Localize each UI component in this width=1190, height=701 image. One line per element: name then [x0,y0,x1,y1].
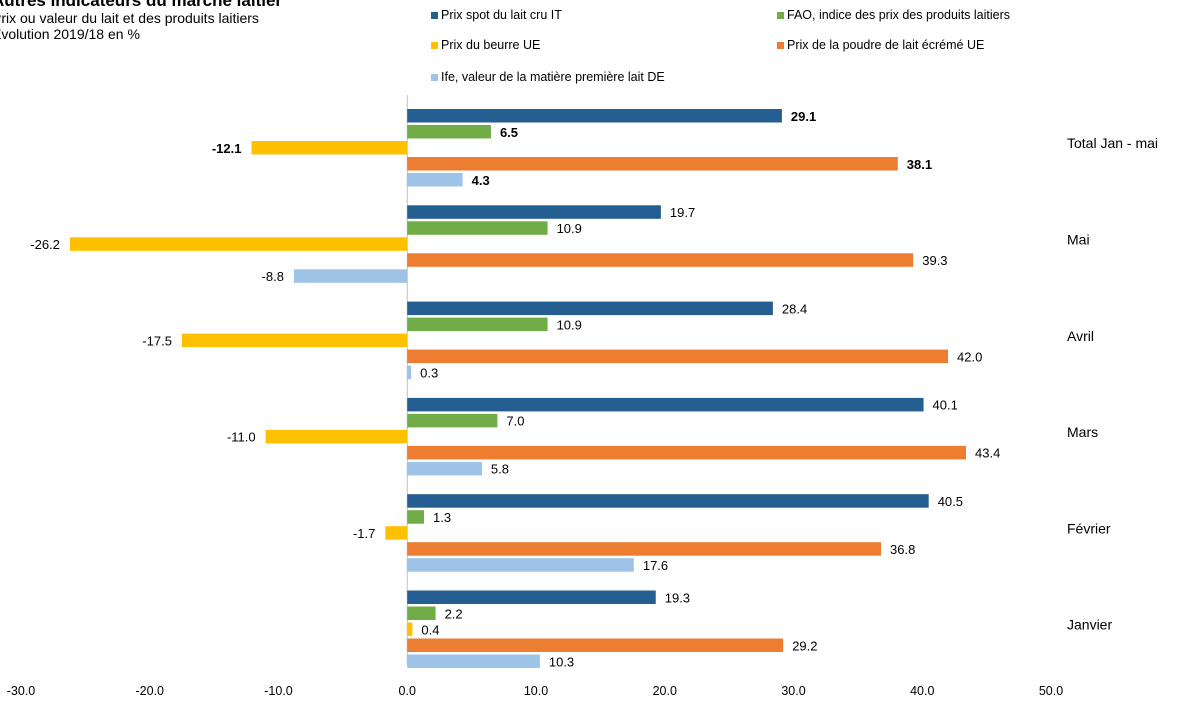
data-label-janvier-series-1: 19.3 [665,590,690,605]
bar-fevrier-series-4 [407,542,882,556]
bar-total-jan-mai-series-3 [251,141,408,155]
data-label-avril-series-1: 28.4 [782,301,807,316]
bar-avril-series-5 [407,365,412,380]
bar-fevrier-series-3 [385,526,408,540]
data-label-janvier-series-3: 0.4 [421,622,439,637]
data-label-fevrier-series-4: 36.8 [890,542,915,557]
legend-label-2: FAO, indice des prix des produits laitie… [787,8,1010,22]
bar-mai-series-4 [407,253,914,267]
legend-label-3: Prix du beurre UE [441,38,540,52]
chart-title: Autres indicateurs du marché laitier [0,0,283,10]
bar-total-jan-mai-series-1 [407,109,782,123]
bar-mars-series-4 [407,445,967,460]
category-label-mars: Mars [1067,424,1098,440]
data-label-mai-series-5: -8.8 [262,269,284,284]
legend-swatch-4 [777,42,784,49]
bar-avril-series-2 [407,317,548,332]
x-tick-label-1: -30.0 [7,684,36,698]
data-label-mars-series-2: 7.0 [506,414,524,429]
legend-swatch-2 [777,12,784,19]
bar-mars-series-5 [407,461,482,476]
category-label-avril: Avril [1067,328,1094,344]
bar-mai-series-5 [293,269,408,283]
x-tick-label-9: 50.0 [1039,684,1063,698]
category-label-total-jan-mai: Total Jan - mai [1067,135,1158,151]
bar-avril-series-1 [407,301,773,316]
category-label-janvier: Janvier [1067,617,1112,633]
x-tick-label-6: 20.0 [653,684,677,698]
data-label-total-jan-mai-series-1: 29.1 [791,109,816,124]
data-label-janvier-series-5: 10.3 [549,654,574,669]
data-label-janvier-series-4: 29.2 [792,638,817,653]
data-label-mai-series-3: -26.2 [30,237,60,252]
x-tick-label-8: 40.0 [910,684,934,698]
data-label-total-jan-mai-series-2: 6.5 [500,125,518,140]
bar-janvier-series-4 [407,638,784,652]
bar-avril-series-3 [181,333,408,348]
legend-swatch-1 [431,12,438,19]
bar-mars-series-1 [407,397,924,412]
data-label-fevrier-series-5: 17.6 [643,558,668,573]
chart-subtitle-line2: Evolution 2019/18 en % [0,26,140,42]
legend-label-4: Prix de la poudre de lait écrémé UE [787,38,984,52]
bar-fevrier-series-2 [407,510,424,524]
bar-mai-series-3 [69,237,408,251]
legend-label-5: Ife, valeur de la matière première lait … [441,70,665,84]
data-label-mars-series-1: 40.1 [933,398,958,413]
bar-fevrier-series-1 [407,494,929,508]
bar-mai-series-1 [407,205,661,219]
data-label-mars-series-5: 5.8 [491,462,509,477]
category-label-mai: Mai [1067,231,1090,247]
data-label-mars-series-3: -11.0 [227,430,256,445]
x-tick-label-4: 0.0 [399,684,416,698]
data-label-fevrier-series-2: 1.3 [433,510,451,525]
bar-total-jan-mai-series-5 [407,173,463,187]
bar-total-jan-mai-series-4 [407,157,898,171]
data-label-janvier-series-2: 2.2 [445,606,463,621]
data-label-total-jan-mai-series-5: 4.3 [472,173,490,188]
data-label-mai-series-4: 39.3 [922,253,947,268]
category-label-fevrier: Février [1067,520,1111,536]
legend-swatch-3 [431,42,438,49]
bar-mars-series-2 [407,413,498,428]
bar-janvier-series-5 [407,654,540,668]
data-label-avril-series-2: 10.9 [557,317,582,332]
title-block: Autres indicateurs du marché laitier Pri… [0,0,282,42]
data-label-total-jan-mai-series-3: -12.1 [212,141,242,156]
chart-subtitle-line1: Prix ou valeur du lait et des produits l… [0,10,259,26]
x-tick-label-2: -20.0 [136,684,165,698]
bar-fevrier-series-5 [407,558,634,572]
legend-label-1: Prix spot du lait cru IT [441,8,562,22]
data-label-mai-series-2: 10.9 [557,221,582,236]
x-tick-label-7: 30.0 [781,684,805,698]
x-tick-label-5: 10.0 [524,684,548,698]
data-label-fevrier-series-1: 40.5 [938,494,963,509]
data-label-avril-series-5: 0.3 [420,365,438,380]
data-label-total-jan-mai-series-4: 38.1 [907,157,932,172]
legend-swatch-5 [431,74,438,81]
data-label-mai-series-1: 19.7 [670,205,695,220]
bar-avril-series-4 [407,349,948,364]
data-label-mars-series-4: 43.4 [975,446,1000,461]
bar-janvier-series-3 [407,622,413,636]
bar-mars-series-3 [265,429,408,444]
data-label-fevrier-series-3: -1.7 [353,526,375,541]
data-label-avril-series-3: -17.5 [142,333,172,348]
bar-mai-series-2 [407,221,548,235]
bar-janvier-series-1 [407,590,656,604]
bar-total-jan-mai-series-2 [407,125,491,139]
data-label-avril-series-4: 42.0 [957,349,982,364]
x-tick-label-3: -10.0 [264,684,293,698]
bar-janvier-series-2 [407,606,436,620]
